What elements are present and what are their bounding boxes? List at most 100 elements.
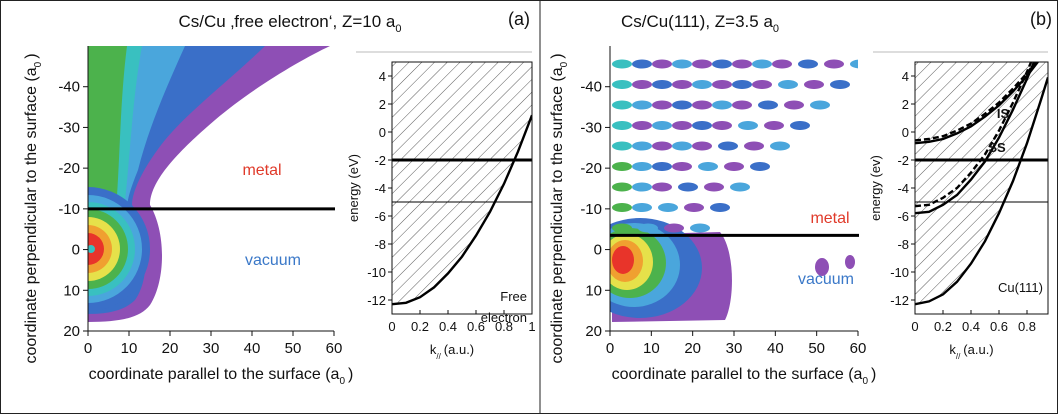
stripe-blob	[830, 80, 850, 89]
x-tick-label: 0	[911, 319, 918, 334]
y-tick-label: -2	[897, 153, 909, 168]
dispersion-curve	[915, 62, 1038, 142]
density-map	[88, 46, 330, 322]
stripe-blob	[652, 182, 672, 192]
stripe-blob	[658, 203, 678, 212]
stripe-blob	[672, 141, 692, 151]
panel-title-sub: 0	[395, 23, 401, 35]
x-tick-label: 30	[726, 340, 743, 357]
x-axis-label-sub: 0	[862, 376, 868, 387]
stripe-blob	[758, 100, 778, 110]
stripe-blob	[652, 162, 672, 171]
dispersion-curve	[915, 62, 1036, 215]
stripe-blob	[772, 59, 792, 69]
plot-note: electron	[481, 310, 527, 325]
stripe-blob	[712, 80, 732, 89]
plot-note: Cu(111)	[998, 280, 1043, 295]
stripe-blob	[704, 182, 724, 192]
y-axis-label: energy (eV)	[346, 154, 361, 222]
stripe-blob	[798, 59, 818, 69]
x-tick-label: 1	[528, 319, 535, 334]
stripe-blob	[612, 182, 632, 192]
stripe-blob	[612, 100, 632, 110]
stripe-blob	[770, 141, 790, 151]
x-tick-label: 60	[850, 340, 867, 357]
y-axis-label-sub: 0	[559, 61, 570, 67]
x-tick-label: 60	[326, 340, 343, 357]
region-label: vacuum	[798, 271, 854, 288]
x-axis-label-sub: //	[956, 352, 961, 361]
stripe-blob	[778, 80, 798, 89]
stripe-blob	[632, 141, 652, 151]
x-tick-label: 50	[285, 340, 302, 357]
stripe-blob	[652, 80, 672, 89]
stripe-blob	[804, 80, 824, 89]
y-tick-label: -6	[897, 209, 909, 224]
x-tick-label: 0	[606, 340, 614, 357]
y-tick-label: 0	[902, 125, 909, 140]
stripe-blob	[850, 59, 858, 69]
stripe-blob	[632, 59, 652, 69]
y-tick-label: 2	[379, 97, 386, 112]
x-axis-label-end: (a.u.)	[963, 342, 993, 357]
hatch-region	[392, 62, 532, 305]
y-axis-label: coordinate perpendicular to the surface …	[549, 53, 570, 363]
x-tick-label: 20	[162, 340, 179, 357]
density-map	[610, 59, 858, 322]
region-label: metal	[242, 162, 281, 179]
y-tick-label: 10	[585, 282, 602, 299]
x-axis-label-end: )	[871, 366, 876, 383]
stripe-blob	[692, 100, 712, 110]
stripe-blob	[612, 203, 632, 212]
x-tick-label: 20	[684, 340, 701, 357]
stripe-blob	[738, 121, 758, 130]
dispersion-curve	[915, 62, 1033, 208]
stripe-blob	[672, 162, 692, 171]
x-axis-label-text: coordinate parallel to the surface (a	[89, 366, 340, 383]
stripe-blob	[612, 223, 632, 233]
x-tick-label: 10	[643, 340, 660, 357]
y-axis-label-text: coordinate perpendicular to the surface …	[23, 67, 40, 363]
stripe-blob	[732, 59, 752, 69]
x-tick-label: 30	[203, 340, 220, 357]
panel-tag: (a)	[508, 9, 530, 29]
x-axis-label: k//(a.u.)	[430, 342, 474, 361]
y-tick-label: 0	[379, 125, 386, 140]
stripe-blob	[784, 100, 804, 110]
y-axis-label-text: coordinate perpendicular to the surface …	[549, 67, 566, 363]
plot-note: SS	[988, 140, 1006, 155]
x-tick-label: 0.6	[467, 319, 485, 334]
x-tick-label: 50	[808, 340, 825, 357]
panel-title: Cs/Cu ‚free electron‘, Z=10 a0	[179, 12, 402, 35]
plot-note: Free	[500, 289, 527, 304]
stripe-blob	[712, 100, 732, 110]
stripe-blob	[612, 141, 632, 151]
stripe-blob	[790, 121, 810, 130]
stripe-blob	[612, 80, 632, 89]
x-tick-label: 0.8	[1018, 319, 1036, 334]
y-tick-label: -6	[374, 209, 386, 224]
stripe-blob	[824, 59, 844, 69]
x-tick-label: 0.6	[990, 319, 1008, 334]
y-tick-label: 4	[902, 69, 909, 84]
x-axis-label-text: coordinate parallel to the surface (a	[612, 366, 863, 383]
stripe-blob	[672, 121, 692, 130]
stripe-blob	[632, 203, 652, 212]
stripe-blob	[632, 182, 652, 192]
y-tick-label: 4	[379, 69, 386, 84]
region-label: metal	[810, 210, 849, 227]
stripe-blob	[712, 59, 732, 69]
plot-area	[392, 62, 532, 306]
y-axis-label: energy (ev)	[868, 155, 883, 221]
x-axis-label-text: k	[430, 342, 437, 357]
stripe-blob	[698, 162, 718, 171]
stripe-blob	[612, 121, 632, 130]
stripe-blob	[690, 223, 710, 233]
stripe-blob	[612, 59, 632, 69]
y-axis-label-end: )	[549, 53, 566, 58]
y-axis-label-sub: 0	[33, 61, 44, 67]
x-axis-label-sub: 0	[339, 376, 345, 387]
y-tick-label: -30	[580, 119, 602, 136]
x-axis-label-end: (a.u.)	[444, 342, 474, 357]
